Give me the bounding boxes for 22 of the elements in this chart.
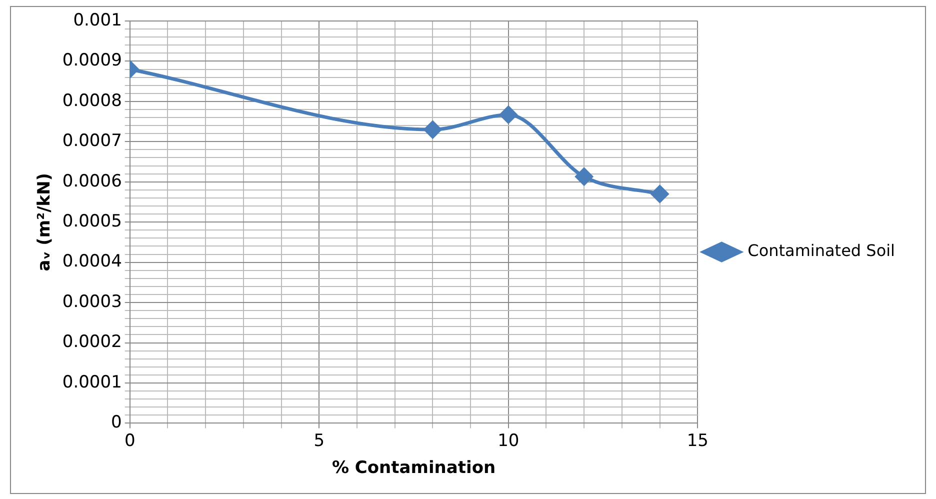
legend-label: Contaminated Soil (748, 241, 896, 260)
x-tick-label: 5 (314, 430, 325, 451)
y-tick-label: 0.0005 (62, 212, 122, 232)
y-tick-label: 0.0008 (62, 90, 122, 111)
x-tick-label: 10 (498, 430, 520, 451)
y-tick-label: 0 (111, 412, 122, 433)
y-tick-label: 0.0002 (62, 332, 122, 352)
x-axis-title: % Contamination (332, 458, 496, 478)
y-tick-label: 0.0001 (62, 372, 122, 392)
y-tick-label: 0.0007 (62, 131, 122, 152)
point (651, 185, 669, 203)
point (575, 168, 593, 186)
y-tick-label: 0.0004 (62, 252, 122, 272)
y-axis-title: aᵥ (m²/kN) (34, 172, 55, 272)
x-tick-label: 15 (686, 430, 708, 451)
point (500, 106, 518, 124)
y-tick-label: 0.0003 (62, 292, 122, 312)
point (424, 120, 442, 138)
y-tick-label: 0.0006 (62, 171, 122, 192)
y-tick-label: 0.0009 (62, 50, 122, 71)
y-tick-label: 0.001 (73, 10, 122, 30)
x-tick-label: 0 (124, 430, 136, 451)
